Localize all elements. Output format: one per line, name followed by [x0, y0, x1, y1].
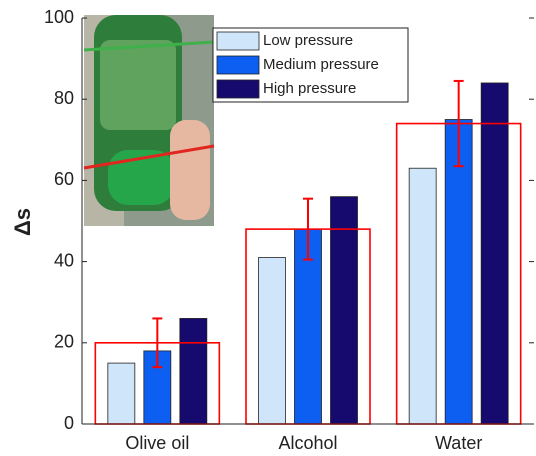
- bar: [481, 83, 508, 424]
- legend-label: Low pressure: [263, 32, 353, 49]
- x-tick-label: Alcohol: [278, 433, 337, 453]
- legend-swatch: [217, 32, 259, 50]
- bar: [409, 168, 436, 424]
- bar: [259, 258, 286, 424]
- x-tick-label: Water: [435, 433, 482, 453]
- photo-inset: [84, 15, 214, 226]
- y-tick-label: 100: [44, 7, 74, 27]
- bar: [180, 318, 207, 424]
- y-tick-label: 0: [64, 413, 74, 433]
- bar: [108, 363, 135, 424]
- legend-swatch: [217, 80, 259, 98]
- y-axis-label: Δs: [10, 208, 35, 236]
- photo-bottle-light: [100, 40, 176, 130]
- chart: Δs 0 20 40 60 80 100 Olive oil Alcohol Water Low …: [0, 0, 536, 456]
- photo-hand: [170, 120, 210, 220]
- y-tick-label: 60: [54, 169, 74, 189]
- y-tick-label: 40: [54, 250, 74, 270]
- x-tick-label: Olive oil: [125, 433, 189, 453]
- y-tick-label: 20: [54, 332, 74, 352]
- y-tick-label: 80: [54, 88, 74, 108]
- legend-label: Medium pressure: [263, 56, 379, 73]
- legend-label: High pressure: [263, 80, 356, 97]
- bar: [331, 197, 358, 424]
- legend-swatch: [217, 56, 259, 74]
